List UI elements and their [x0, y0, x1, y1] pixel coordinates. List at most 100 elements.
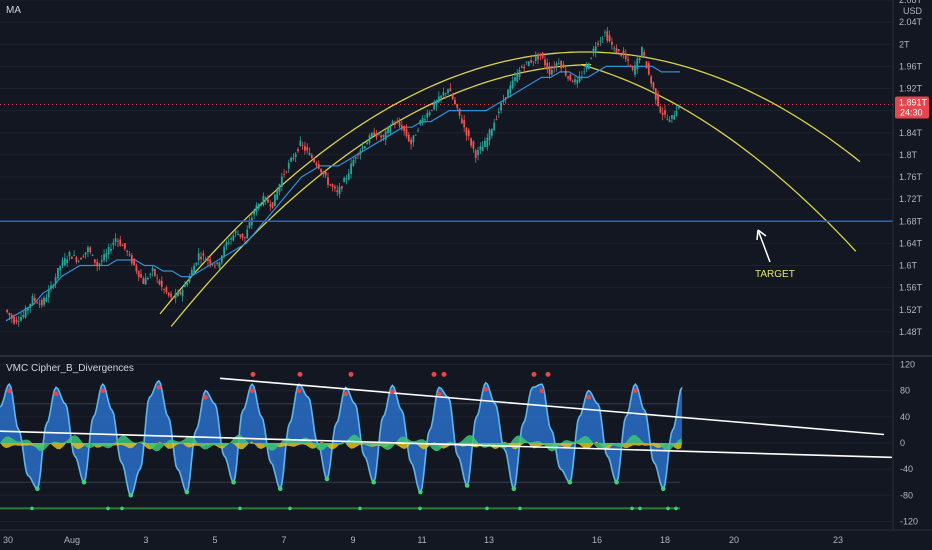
- candle-body: [264, 197, 267, 201]
- moving-average-line: [5, 65, 680, 322]
- candle-body: [257, 203, 260, 209]
- candle-body: [334, 186, 336, 189]
- candle-body: [287, 162, 290, 169]
- buy-dot: [184, 489, 190, 495]
- time-tick-label: 9: [350, 535, 355, 545]
- candle-body: [465, 127, 468, 136]
- candle-body: [474, 150, 477, 159]
- candle-body: [234, 231, 237, 234]
- bottom-signal-dot: [120, 506, 124, 511]
- candle-body: [361, 146, 364, 149]
- price-tick-label: 1.68T: [899, 216, 923, 226]
- candle-body: [410, 139, 412, 145]
- candle-body: [530, 60, 533, 63]
- candle-body: [29, 303, 32, 308]
- price-tick-label: 1.56T: [899, 283, 923, 293]
- sell-dot: [156, 385, 162, 390]
- osc-tick-label: 120: [900, 360, 915, 370]
- time-tick-label: 5: [212, 535, 217, 545]
- candle-body: [241, 233, 244, 238]
- price-tick-label: 1.48T: [899, 327, 923, 337]
- osc-tick-label: -40: [900, 464, 913, 474]
- oscillator-title[interactable]: VMC Cipher_B_Divergences: [6, 363, 134, 374]
- money-flow-area: [0, 434, 682, 452]
- candle-body: [283, 174, 286, 175]
- candle-body: [299, 140, 302, 146]
- candle-body: [121, 245, 124, 247]
- candle-body: [128, 254, 131, 256]
- candle-body: [428, 112, 431, 116]
- candle-body: [15, 319, 18, 322]
- candle-body: [172, 297, 175, 299]
- candle-body: [27, 308, 29, 311]
- candle-body: [576, 80, 579, 84]
- buy-dot: [567, 479, 573, 485]
- candle-body: [181, 289, 184, 297]
- top-signal-dot: [297, 371, 303, 377]
- candle-body: [338, 186, 341, 195]
- sell-dot: [483, 387, 489, 392]
- price-tick-label: 2.04T: [899, 17, 923, 27]
- candle-body: [354, 157, 357, 159]
- candle-body: [202, 253, 205, 256]
- candle-body: [227, 242, 230, 244]
- candle-body: [539, 53, 542, 56]
- candle-body: [218, 262, 221, 269]
- candle-body: [375, 133, 378, 137]
- candle-body: [197, 253, 200, 261]
- candle-body: [327, 177, 329, 185]
- candle-body: [93, 259, 96, 263]
- candle-body: [604, 32, 606, 34]
- candle-body: [391, 121, 394, 124]
- candle-body: [262, 195, 265, 206]
- candle-body: [495, 119, 498, 120]
- candle-body: [611, 41, 613, 45]
- price-tick-label: 1.96T: [899, 61, 923, 71]
- target-arrow-shaft: [757, 229, 771, 263]
- candle-body: [412, 135, 415, 143]
- candle-body: [472, 141, 475, 149]
- price-panel[interactable]: TARGET MA: [0, 0, 893, 333]
- candle-body: [31, 296, 34, 305]
- candle-body: [165, 287, 168, 293]
- candle-body: [193, 265, 196, 275]
- sell-dot: [249, 388, 255, 393]
- candle-body: [126, 251, 129, 253]
- candle-body: [110, 248, 112, 251]
- candle-body: [460, 118, 463, 124]
- candle-body: [541, 52, 544, 58]
- time-tick-label: 11: [417, 535, 426, 545]
- candle-body: [244, 236, 246, 238]
- candle-body: [274, 194, 276, 207]
- time-axis[interactable]: 30 Aug 3 5 7 9 11 13 16 18 20 23: [0, 529, 932, 545]
- main-indicator-title[interactable]: MA: [6, 5, 21, 16]
- candle-body: [188, 276, 191, 283]
- candle-body: [315, 162, 318, 166]
- candle-body: [77, 260, 80, 262]
- lower-trend-line: [0, 430, 893, 459]
- candle-body: [407, 134, 410, 142]
- buy-dot: [464, 483, 470, 488]
- candle-body: [509, 85, 512, 94]
- sell-dot: [53, 391, 59, 397]
- candle-body: [520, 66, 523, 68]
- candle-body: [163, 289, 166, 290]
- bottom-signal-dot: [630, 506, 634, 511]
- candle-body: [117, 240, 119, 242]
- candle-body: [454, 99, 456, 105]
- parabolic-arcs: [159, 51, 861, 327]
- candle-body: [43, 297, 45, 305]
- oscillator-panel[interactable]: 120 80 40 0 -40 -80 -120 VMC Cipher_B_Divergen…: [0, 360, 918, 527]
- candle-body: [493, 122, 496, 131]
- candle-body: [123, 243, 126, 249]
- candle-body: [237, 234, 239, 235]
- osc-tick-label: -120: [900, 516, 918, 526]
- candle-body: [61, 260, 64, 266]
- candle-body: [230, 238, 232, 240]
- sell-dot: [296, 388, 302, 393]
- candle-body: [502, 100, 505, 102]
- candle-body: [301, 144, 304, 146]
- price-axis[interactable]: 2.08T2.04T2T1.96T1.92T1.88T1.84T1.8T1.76…: [892, 0, 929, 530]
- candle-body: [38, 303, 41, 305]
- candle-body: [525, 61, 528, 63]
